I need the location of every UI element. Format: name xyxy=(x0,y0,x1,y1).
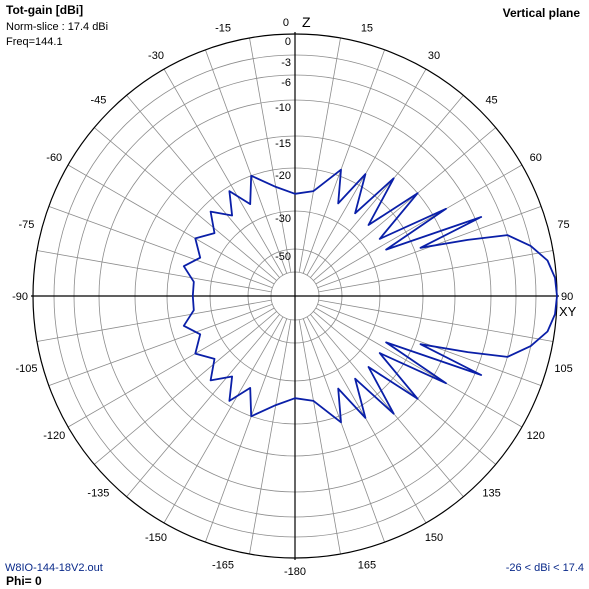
angle-tick-label: -60 xyxy=(46,152,62,164)
grid-spoke xyxy=(126,314,280,497)
grid-spoke xyxy=(315,307,523,428)
grid-spoke xyxy=(163,68,284,276)
ring-db-label: -6 xyxy=(281,77,291,89)
filename-label: W8IO-144-18V2.out xyxy=(5,562,103,574)
grid-spoke xyxy=(313,311,496,465)
grid-spoke xyxy=(36,299,272,342)
grid-spoke xyxy=(249,319,292,555)
dbi-range-label: -26 < dBi < 17.4 xyxy=(505,562,584,574)
grid-spoke xyxy=(318,299,554,342)
grid-spoke xyxy=(249,37,292,273)
xy-axis-label: XY xyxy=(559,304,577,319)
angle-tick-label: 45 xyxy=(485,94,497,106)
angle-tick-label: 165 xyxy=(358,560,376,572)
grid-spoke xyxy=(48,303,273,386)
ring-db-label: 0 xyxy=(285,36,291,48)
grid-spoke xyxy=(306,316,427,524)
angle-tick-label: 120 xyxy=(527,430,545,442)
angle-tick-label: -30 xyxy=(148,50,164,62)
chart-title: Tot-gain [dBi] xyxy=(6,3,84,17)
grid-spoke xyxy=(310,314,464,497)
ring-db-label: -50 xyxy=(275,251,291,263)
angle-tick-label: 75 xyxy=(557,219,569,231)
grid-spoke xyxy=(67,164,275,285)
grid-spoke xyxy=(94,311,277,465)
ring-db-label: -3 xyxy=(281,57,291,69)
angle-tick-label: -165 xyxy=(212,560,234,572)
grid-spoke xyxy=(310,95,464,278)
ring-db-label: -15 xyxy=(275,138,291,150)
angle-tick-label: -120 xyxy=(43,430,65,442)
frequency-label: Freq=144.1 xyxy=(6,36,63,48)
angle-tick-label: -90 xyxy=(12,291,28,303)
grid-spoke xyxy=(302,318,385,543)
grid-spoke xyxy=(313,127,496,281)
ring-db-label: -30 xyxy=(275,213,291,225)
angle-tick-label: -150 xyxy=(145,532,167,544)
grid-spoke xyxy=(48,206,273,289)
grid-spoke xyxy=(163,316,284,524)
angle-tick-label: -15 xyxy=(215,22,231,34)
angle-tick-label: 90 xyxy=(561,291,573,303)
grid-spoke xyxy=(318,250,554,293)
grid-spoke xyxy=(205,318,288,543)
angle-tick-label: -45 xyxy=(90,94,106,106)
grid-spoke xyxy=(306,68,427,276)
angle-tick-label: 0 xyxy=(283,17,289,29)
angle-tick-label: 105 xyxy=(554,363,572,375)
plane-label: Vertical plane xyxy=(502,6,580,20)
grid-spoke xyxy=(298,37,341,273)
radiation-pattern-line xyxy=(182,168,558,424)
angle-tick-label: -75 xyxy=(19,219,35,231)
angle-tick-label: 150 xyxy=(425,532,443,544)
z-axis-label: Z xyxy=(302,14,311,30)
ring-db-label: -20 xyxy=(275,170,291,182)
grid-spoke xyxy=(315,164,523,285)
grid-spoke xyxy=(126,95,280,278)
grid-spoke xyxy=(205,49,288,274)
angle-tick-label: -180 xyxy=(284,566,306,578)
angle-tick-label: 30 xyxy=(428,50,440,62)
phi-label: Phi= 0 xyxy=(6,574,42,588)
grid-spoke xyxy=(302,49,385,274)
angle-tick-label: 135 xyxy=(482,488,500,500)
angle-tick-label: 15 xyxy=(361,22,373,34)
angle-tick-label: 60 xyxy=(530,152,542,164)
grid-spoke xyxy=(67,307,275,428)
angle-tick-label: -135 xyxy=(87,488,109,500)
ring-db-label: -10 xyxy=(275,102,291,114)
grid-spoke xyxy=(36,250,272,293)
angle-tick-label: -105 xyxy=(15,363,37,375)
grid-spoke xyxy=(94,127,277,281)
grid-spoke xyxy=(298,319,341,555)
norm-slice-label: Norm-slice : 17.4 dBi xyxy=(6,21,109,33)
